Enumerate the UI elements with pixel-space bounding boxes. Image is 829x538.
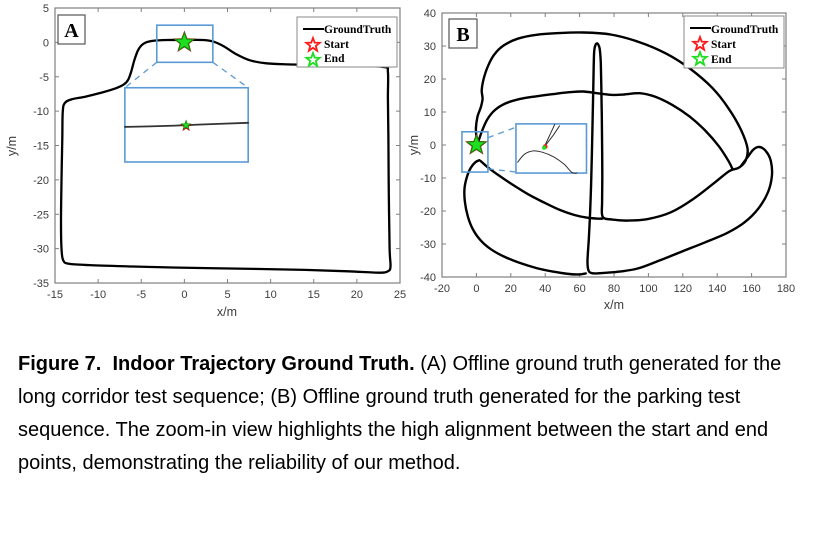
y-tick-label: 20	[424, 74, 436, 86]
panel-a-letter-box	[57, 14, 86, 45]
inset-end-star	[180, 119, 192, 130]
x-tick-label: 15	[308, 289, 320, 301]
legend-star-start	[690, 34, 710, 52]
legend-label-start: Start	[324, 39, 349, 51]
y-tick-label: -30	[33, 244, 49, 256]
end-star	[173, 31, 195, 52]
x-tick-label: 25	[394, 289, 406, 301]
zoom-source-box	[461, 131, 489, 173]
x-tick-label: 100	[639, 283, 657, 295]
x-tick-label: 5	[224, 289, 230, 301]
zoom-connector	[487, 126, 517, 139]
y-tick-label: -10	[33, 106, 49, 118]
panel-a-ylabel: y/m	[5, 136, 19, 156]
y-tick-label: -35	[33, 278, 49, 290]
panel-a-xlabel: x/m	[217, 305, 237, 319]
y-tick-label: -30	[420, 239, 436, 251]
panel-b: -20 0 20 40 60 80 100 120 140 160 180403020100-10-…	[407, 8, 795, 312]
trajectory-path	[463, 159, 587, 276]
x-tick-label: 0	[181, 289, 187, 301]
x-tick-label: -15	[47, 289, 63, 301]
x-tick-label: -20	[434, 283, 450, 295]
panel-a-legend-markers	[303, 28, 324, 68]
legend-star-start	[303, 35, 323, 53]
x-tick-label: 10	[265, 289, 277, 301]
legend-star-end	[303, 50, 323, 68]
y-tick-label: -15	[33, 141, 49, 153]
y-tick-label: 5	[43, 3, 49, 15]
trajectory-path	[479, 160, 604, 220]
x-tick-label: 180	[777, 283, 795, 295]
y-tick-label: -5	[39, 72, 49, 84]
x-tick-label: 40	[539, 283, 551, 295]
legend-label-end: End	[711, 54, 732, 66]
legend-star-end	[690, 49, 710, 67]
panel-b-legend-markers	[690, 27, 711, 67]
x-tick-label: 160	[742, 283, 760, 295]
y-tick-label: -25	[33, 209, 49, 221]
panel-b-legend: GroundTruth Start End	[683, 15, 785, 69]
trajectory-path	[477, 90, 734, 171]
x-tick-label: 20	[351, 289, 363, 301]
panel-a: -15 -10 -5 0 5 10 15 20 25 5 0 -5 -10 -15 -20 -25 -30 -35…	[5, 3, 406, 319]
panel-a-letter: A	[64, 20, 79, 42]
legend-label-start: Start	[711, 39, 736, 51]
panel-b-letter: B	[456, 24, 469, 46]
x-tick-label: 0	[473, 283, 479, 295]
legend-label-groundtruth: GroundTruth	[324, 24, 392, 36]
legend-label-end: End	[324, 53, 345, 65]
trajectory-path	[474, 31, 774, 275]
figure-plots: -15 -10 -5 0 5 10 15 20 25 5 0 -5 -10 -15 -20 -25 -30 -35…	[5, 3, 795, 319]
x-tick-label: -5	[136, 289, 146, 301]
y-tick-label: 0	[43, 37, 49, 49]
zoom-connector	[487, 168, 517, 173]
inset-detail-line	[544, 124, 556, 147]
y-tick-label: 30	[424, 41, 436, 53]
y-tick-label: 10	[424, 107, 436, 119]
panel-a-legend: GroundTruth Start End	[296, 16, 398, 68]
inset-detail-line	[517, 150, 578, 174]
y-tick-label: 0	[430, 140, 436, 152]
x-tick-label: 60	[573, 283, 585, 295]
figure-caption-title: Figure 7. Indoor Trajectory Ground Truth…	[18, 353, 415, 375]
legend-label-groundtruth: GroundTruth	[711, 24, 779, 36]
x-tick-label: 140	[708, 283, 726, 295]
y-tick-label: -20	[33, 175, 49, 187]
y-tick-label: -40	[420, 272, 436, 284]
y-tick-label: -20	[420, 206, 436, 218]
x-tick-label: -10	[90, 289, 106, 301]
y-tick-label: -10	[420, 173, 436, 185]
figure-caption: Figure 7. Indoor Trajectory Ground Truth…	[18, 348, 818, 480]
panel-b-plot-content: -20 0 20 40 60 80 100 120 140 160 180403020100-10-…	[420, 8, 795, 295]
y-tick-label: 40	[424, 8, 436, 20]
x-tick-label: 120	[674, 283, 692, 295]
panel-b-xlabel: x/m	[604, 298, 624, 312]
zoom-source-box	[155, 24, 214, 64]
figure-caption-body: (A) Offline ground truth generated for t…	[18, 353, 782, 474]
inset-end-dot	[542, 145, 547, 150]
x-tick-label: 80	[608, 283, 620, 295]
x-tick-label: 20	[505, 283, 517, 295]
panel-b-ylabel: y/m	[407, 135, 421, 155]
panel-b-letter-box	[448, 18, 478, 49]
end-star	[465, 133, 487, 154]
zoom-connector	[124, 61, 158, 89]
zoom-connector	[212, 61, 249, 89]
